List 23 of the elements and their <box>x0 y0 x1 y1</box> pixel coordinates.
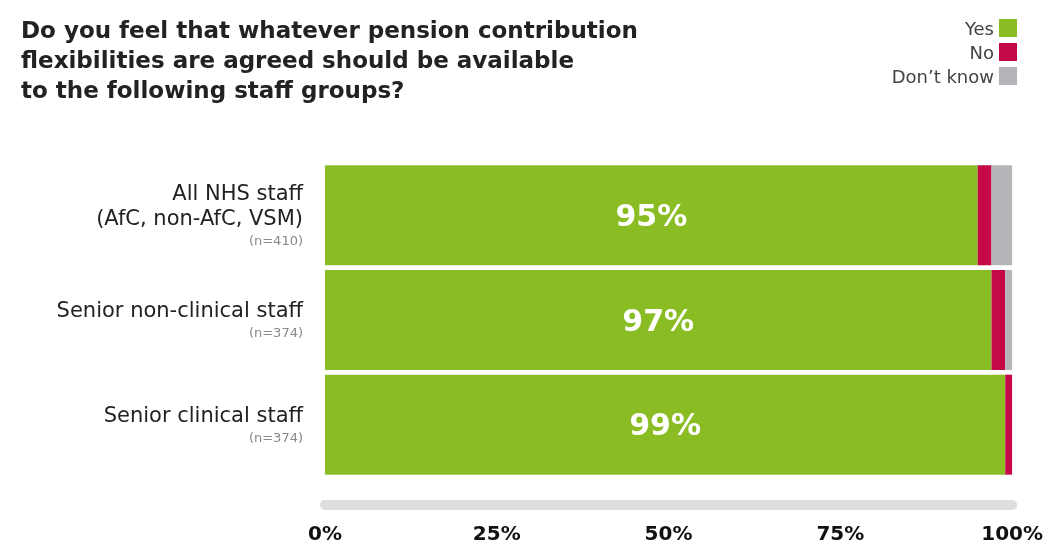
chart-title: Do you feel that whatever pension contribution flexibilities are agreed should be available to the following staff groups? <box>21 17 638 103</box>
x-tick-label: 25% <box>472 521 521 545</box>
legend-label: No <box>969 41 994 63</box>
bar <box>991 270 1006 370</box>
y-tick-label: All NHS staff (AfC, non-AfC, VSM) (n=410) <box>96 180 304 248</box>
data-label: 97% <box>622 302 695 338</box>
legend-label: Yes <box>963 17 994 39</box>
bar <box>325 270 992 370</box>
x-tick-label: 75% <box>816 521 865 545</box>
bar <box>1005 270 1013 370</box>
bar <box>977 165 992 266</box>
data-label: 95% <box>615 197 688 233</box>
y-tick-label: Senior non-clinical staff (n=374) <box>56 298 304 340</box>
legend-label: Don’t know <box>891 65 994 87</box>
y-tick-label: Senior clinical staff (n=374) <box>103 402 304 445</box>
x-tick-label: 100% <box>981 521 1043 545</box>
bar <box>325 374 1006 475</box>
x-tick-label: 0% <box>308 521 342 545</box>
bar <box>325 165 978 266</box>
bar <box>1005 374 1013 475</box>
x-tick-label: 50% <box>644 521 693 545</box>
bar <box>991 165 1013 266</box>
data-label: 99% <box>629 407 702 443</box>
